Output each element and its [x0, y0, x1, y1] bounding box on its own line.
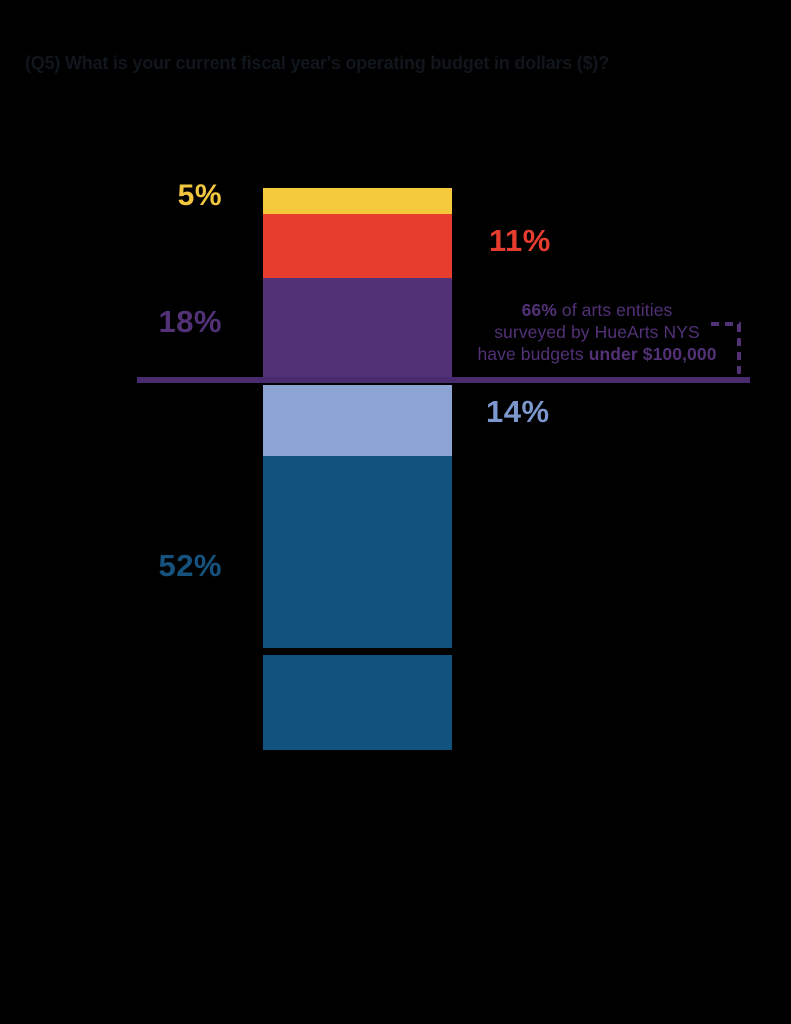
annotation-line-1: 66% of arts entities: [432, 299, 762, 321]
annotation-callout: 66% of arts entities surveyed by HueArts…: [432, 299, 762, 365]
segment-label-14pct: 14%: [486, 394, 550, 429]
under-100k-divider-line: [137, 377, 750, 383]
chart-title: (Q5) What is your current fiscal year's …: [25, 53, 609, 73]
annotation-bold-under-100k: under $100,000: [588, 344, 717, 364]
segment-label-52pct: 52%: [158, 548, 222, 583]
annotation-line-1-rest: of arts entities: [556, 300, 673, 320]
annotation-line-3: have budgets under $100,000: [432, 343, 762, 365]
bar-segment-18pct: [263, 278, 452, 377]
bar-segment-52pct-upper: [263, 456, 452, 648]
segment-label-18pct: 18%: [158, 304, 222, 339]
segment-label-11pct: 11%: [489, 223, 551, 258]
bar-segment-5pct: [263, 188, 452, 214]
segment-label-5pct: 5%: [177, 179, 222, 212]
bar-segment-52pct-lower: [263, 655, 452, 750]
annotation-pct-bold: 66%: [521, 300, 557, 320]
annotation-line-2: surveyed by HueArts NYS: [494, 322, 700, 342]
annotation-bracket-dash-horizontal: [711, 322, 741, 326]
annotation-line-3-pre: have budgets: [477, 344, 589, 364]
annotation-bracket-dash-vertical: [737, 324, 741, 374]
bar-segment-11pct: [263, 214, 452, 278]
bar-segment-14pct: [263, 385, 452, 456]
